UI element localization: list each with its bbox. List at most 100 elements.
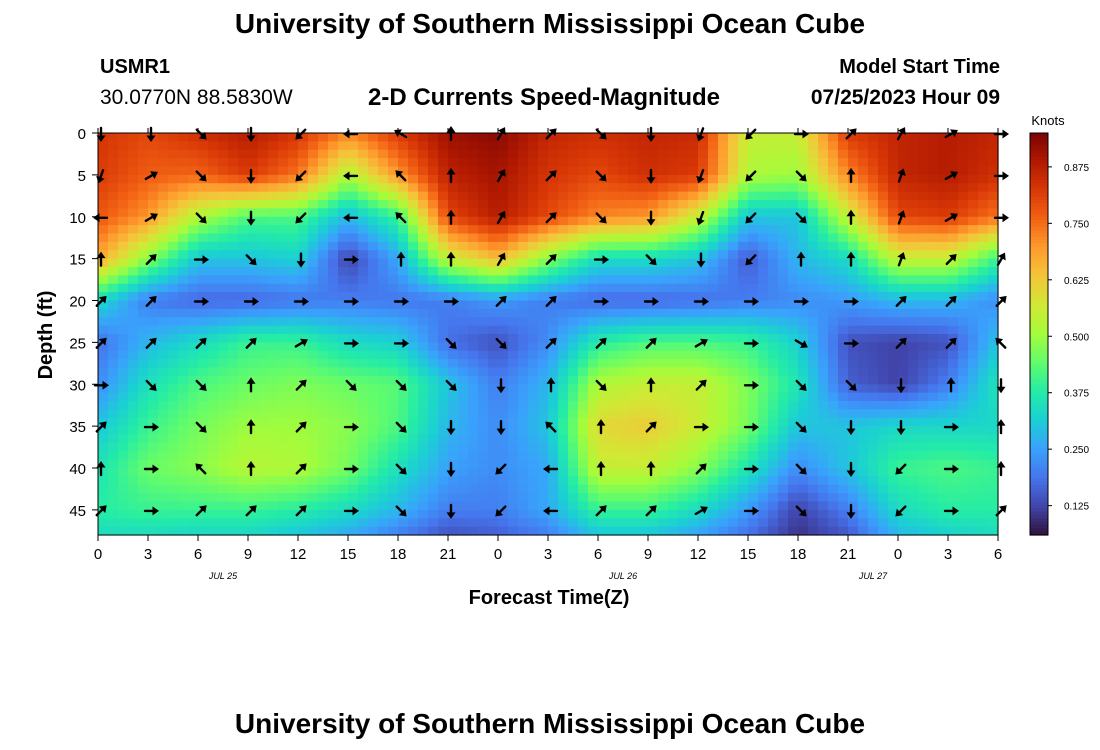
heatmap-cell xyxy=(958,434,969,444)
colorbar-segment xyxy=(1030,508,1048,513)
heatmap-cell xyxy=(808,158,819,168)
heatmap-cell xyxy=(348,216,359,226)
current-vector-arrow xyxy=(743,380,759,390)
heatmap-cell xyxy=(968,442,979,452)
heatmap-cell xyxy=(968,216,979,226)
heatmap-cell xyxy=(108,317,119,327)
heatmap-cell xyxy=(128,518,139,528)
heatmap-cell xyxy=(318,233,329,243)
heatmap-cell xyxy=(278,392,289,402)
heatmap-cell xyxy=(198,392,209,402)
heatmap-cell xyxy=(878,308,889,318)
heatmap-cell xyxy=(448,174,459,184)
heatmap-cell xyxy=(338,133,349,142)
heatmap-cell xyxy=(678,367,689,377)
heatmap-cell xyxy=(858,233,869,243)
current-vector-arrow xyxy=(993,129,1009,139)
heatmap-cell xyxy=(368,426,379,436)
heatmap-cell xyxy=(178,392,189,402)
heatmap-cell xyxy=(808,350,819,360)
heatmap-cell xyxy=(268,392,279,402)
heatmap-cell xyxy=(528,526,539,536)
heatmap-cell xyxy=(448,183,459,193)
heatmap-cell xyxy=(588,133,599,142)
heatmap-cell xyxy=(668,334,679,343)
heatmap-cell xyxy=(908,484,919,494)
heatmap-cell xyxy=(588,225,599,235)
heatmap-cell xyxy=(528,384,539,394)
heatmap-cell xyxy=(538,434,549,444)
heatmap-cell xyxy=(538,292,549,302)
heatmap-cell xyxy=(498,509,509,519)
heatmap-cell xyxy=(678,317,689,327)
heatmap-cell xyxy=(208,509,219,519)
heatmap-cell xyxy=(298,476,309,486)
heatmap-cell xyxy=(258,149,269,159)
heatmap-cell xyxy=(268,166,279,176)
heatmap-cell xyxy=(648,509,659,519)
heatmap-cell xyxy=(148,476,159,486)
heatmap-cell xyxy=(488,401,499,410)
heatmap-cell xyxy=(608,317,619,327)
heatmap-cell xyxy=(208,208,219,218)
colorbar-segment xyxy=(1030,283,1048,288)
heatmap-cell xyxy=(318,149,329,159)
heatmap-cell xyxy=(528,342,539,352)
heatmap-cell xyxy=(478,241,489,251)
heatmap-cell xyxy=(508,141,519,151)
heatmap-cell xyxy=(258,158,269,168)
heatmap-cell xyxy=(638,451,649,461)
heatmap-cell xyxy=(828,484,839,494)
heatmap-cell xyxy=(498,518,509,528)
heatmap-cell xyxy=(558,283,569,293)
heatmap-cell xyxy=(348,225,359,235)
heatmap-cell xyxy=(588,241,599,251)
heatmap-cell xyxy=(118,526,129,536)
heatmap-cell xyxy=(868,392,879,402)
heatmap-cell xyxy=(168,300,179,310)
heatmap-cell xyxy=(418,133,429,142)
heatmap-cell xyxy=(138,191,149,201)
heatmap-cell xyxy=(628,267,639,276)
heatmap-cell xyxy=(268,241,279,251)
heatmap-cell xyxy=(528,308,539,318)
heatmap-cell xyxy=(558,158,569,168)
colorbar-segment xyxy=(1030,243,1048,248)
heatmap-cell xyxy=(548,401,559,410)
heatmap-cell xyxy=(978,392,989,402)
heatmap-cell xyxy=(508,509,519,519)
heatmap-cell xyxy=(588,334,599,343)
heatmap-cell xyxy=(488,133,499,142)
heatmap-cell xyxy=(538,183,549,193)
heatmap-cell xyxy=(478,166,489,176)
heatmap-cell xyxy=(498,141,509,151)
heatmap-cell xyxy=(428,384,439,394)
heatmap-cell xyxy=(348,434,359,444)
heatmap-cell xyxy=(928,267,939,276)
heatmap-cell xyxy=(528,518,539,528)
heatmap-cell xyxy=(788,241,799,251)
heatmap-cell xyxy=(858,426,869,436)
heatmap-cell xyxy=(658,401,669,410)
heatmap-cell xyxy=(228,292,239,302)
heatmap-cell xyxy=(838,334,849,343)
heatmap-cell xyxy=(758,267,769,276)
heatmap-cell xyxy=(988,409,999,419)
heatmap-cell xyxy=(218,225,229,235)
heatmap-cell xyxy=(638,476,649,486)
heatmap-cell xyxy=(848,166,859,176)
heatmap-cell xyxy=(168,484,179,494)
y-tick-label: 10 xyxy=(69,210,86,227)
heatmap-cell xyxy=(638,300,649,310)
heatmap-cell xyxy=(138,174,149,184)
current-vector-arrow xyxy=(596,461,606,477)
heatmap-cell xyxy=(978,409,989,419)
heatmap-cell xyxy=(218,258,229,268)
heatmap-cell xyxy=(838,283,849,293)
heatmap-cell xyxy=(308,526,319,536)
heatmap-cell xyxy=(688,401,699,410)
heatmap-cell xyxy=(508,426,519,436)
heatmap-cell xyxy=(98,342,109,352)
heatmap-cell xyxy=(528,459,539,469)
heatmap-cell xyxy=(348,350,359,360)
